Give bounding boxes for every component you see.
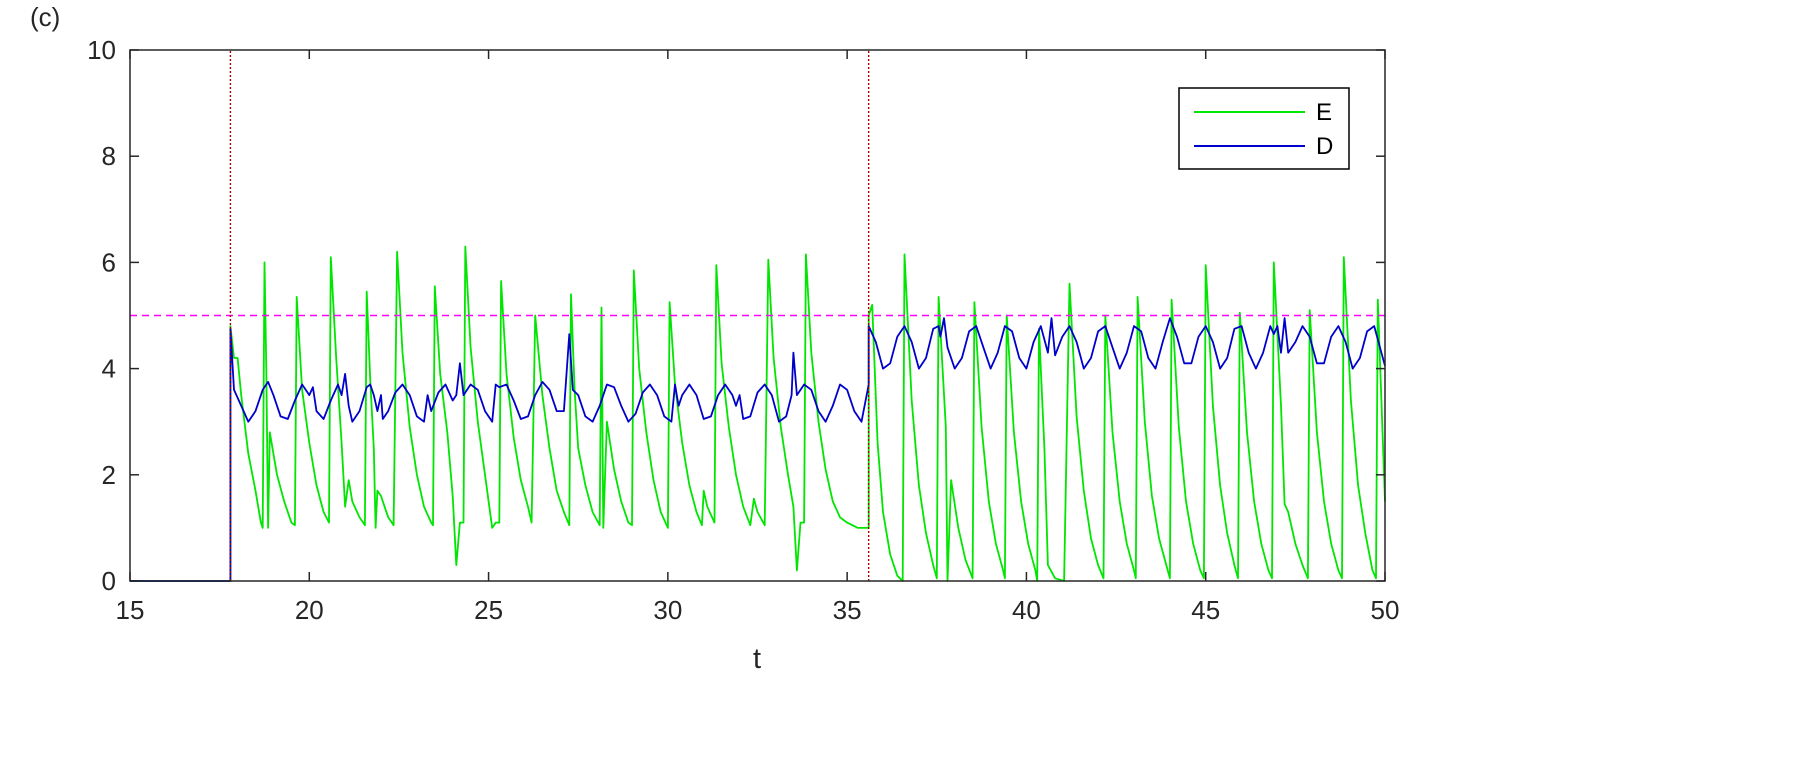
plot-area — [130, 245, 1386, 582]
reference-lines — [130, 50, 1385, 581]
y-tick-label: 4 — [102, 354, 116, 384]
legend-label-d: D — [1316, 133, 1333, 160]
y-tick-label: 8 — [102, 141, 116, 171]
x-tick-label: 40 — [1012, 595, 1041, 625]
series-line-d — [130, 317, 1386, 582]
x-tick-label: 45 — [1191, 595, 1220, 625]
legend-box — [1178, 87, 1350, 170]
legend: E D — [1178, 87, 1350, 170]
axes-box — [129, 49, 1386, 582]
x-axis-label: t — [753, 643, 761, 675]
panel-label: (c) — [30, 2, 60, 32]
x-tick-label: 15 — [116, 595, 145, 625]
x-tick-label: 35 — [833, 595, 862, 625]
y-tick-label: 6 — [102, 247, 116, 277]
y-tick-label: 0 — [102, 566, 116, 596]
x-tick-label: 20 — [295, 595, 324, 625]
y-tick-label: 2 — [102, 460, 116, 490]
x-tick-label: 25 — [474, 595, 503, 625]
x-tick-label: 50 — [1371, 595, 1400, 625]
legend-label-e: E — [1316, 99, 1332, 126]
x-tick-label: 30 — [653, 595, 682, 625]
axes: 15 20 25 30 35 40 45 50 0 2 4 6 8 10 — [87, 35, 1399, 625]
series-line-e — [130, 245, 1386, 582]
y-tick-label: 10 — [87, 35, 116, 65]
